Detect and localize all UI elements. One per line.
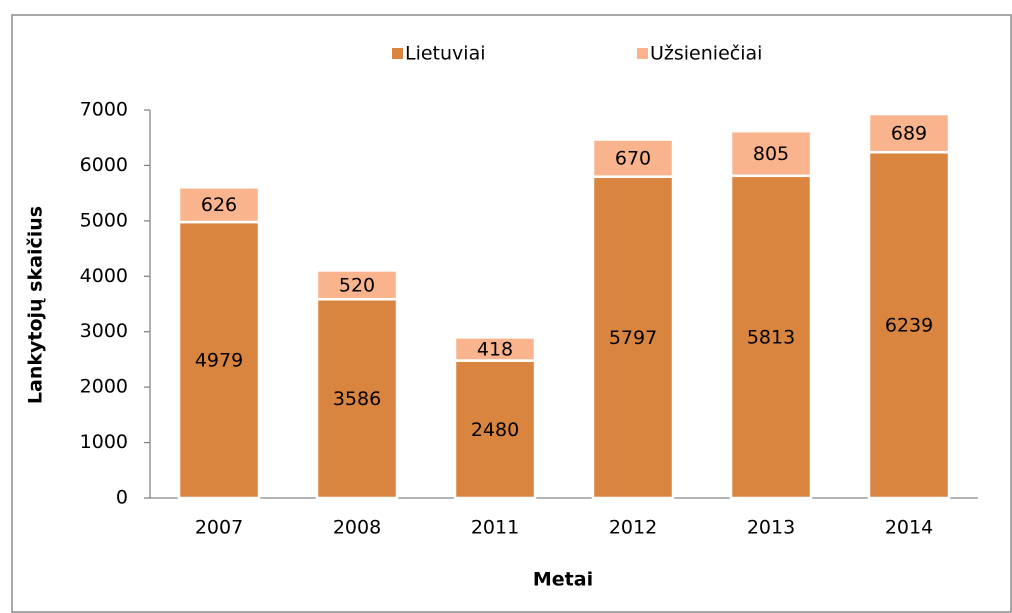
data-label: 626 (201, 194, 237, 216)
data-label: 5813 (747, 326, 795, 348)
data-label: 5797 (609, 327, 657, 349)
data-label: 4979 (195, 350, 243, 372)
bar-segment (315, 297, 399, 500)
bar-segment (591, 175, 675, 500)
data-label: 418 (477, 338, 513, 360)
y-tick-label: 0 (116, 487, 128, 509)
data-label: 689 (891, 123, 927, 145)
y-tick-label: 2000 (80, 376, 128, 398)
data-label: 6239 (885, 315, 933, 337)
x-tick-label: 2014 (885, 517, 933, 539)
legend-swatch (637, 48, 648, 59)
data-label: 3586 (333, 388, 381, 410)
x-tick-label: 2012 (609, 517, 657, 539)
bar-segment (729, 174, 813, 500)
bar-segment (867, 112, 951, 154)
y-tick-label: 6000 (80, 154, 128, 176)
legend-swatch (392, 48, 403, 59)
x-tick-label: 2013 (747, 517, 795, 539)
y-axis-label: Lankytojų skaičius (25, 206, 47, 404)
bar-segment (453, 359, 537, 500)
x-tick-label: 2008 (333, 517, 381, 539)
x-tick-label: 2011 (471, 517, 519, 539)
data-label: 805 (753, 143, 789, 165)
legend-label: Užsieniečiai (650, 43, 762, 65)
y-tick-label: 7000 (80, 99, 128, 121)
data-label: 670 (615, 148, 651, 170)
x-tick-label: 2007 (195, 517, 243, 539)
bar-segment (177, 186, 261, 224)
bar-segment (453, 336, 537, 362)
y-tick-label: 4000 (80, 265, 128, 287)
bar-segment (177, 220, 261, 500)
y-tick-label: 5000 (80, 209, 128, 231)
y-tick-label: 1000 (80, 431, 128, 453)
y-tick-label: 3000 (80, 320, 128, 342)
data-label: 2480 (471, 419, 519, 441)
data-label: 520 (339, 274, 375, 296)
bar-segment (729, 129, 813, 178)
bar-segment (315, 269, 399, 301)
bar-segment (591, 138, 675, 178)
x-axis-label: Metai (533, 569, 593, 591)
legend-label: Lietuviai (405, 43, 486, 65)
